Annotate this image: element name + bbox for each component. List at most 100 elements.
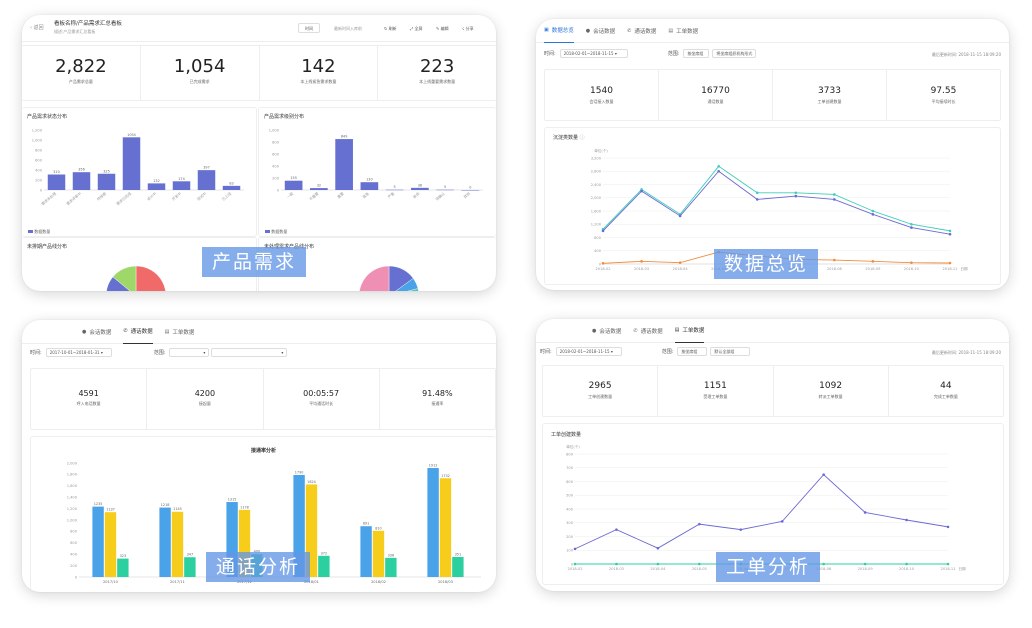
pie-slice <box>407 288 419 291</box>
scope-select[interactable]: 按坐席组 <box>677 347 708 356</box>
kpi-label: 工单创建数量 <box>817 99 842 104</box>
bar <box>360 526 372 577</box>
time-filter-label: 时间: <box>30 350 42 356</box>
chevron-down-icon: ▾ <box>281 350 284 355</box>
y-tick-label: 1,600 <box>67 484 78 488</box>
y-tick-label: 400 <box>35 168 43 172</box>
y-tick-label: 0 <box>571 562 574 566</box>
caption-label: 工单分析 <box>716 552 821 582</box>
data-point <box>678 214 682 218</box>
x-tick-label: 2018-08 <box>816 567 832 571</box>
tab-label: 数据总览 <box>551 28 574 34</box>
time-filter-label: 时间: <box>544 51 556 57</box>
group-select[interactable]: ▾ <box>211 348 288 357</box>
tab-chat[interactable]: ● 会话数据 <box>82 320 111 344</box>
tab-calls[interactable]: ✆ 通话数据 <box>123 320 153 344</box>
kpi-value: 97.55 <box>930 86 957 96</box>
dashboard-subtitle: 描述:产品需求汇总看板 <box>54 29 96 34</box>
data-label: 325 <box>103 169 109 173</box>
tab-calls[interactable]: ✆ 通话数据 <box>633 319 662 343</box>
data-overview-panel: ▣ 数据总览 ● 会话数据 ✆ 通话数据 ▤ 工单数据 时间: 2018-02-01~2… <box>536 19 1009 290</box>
status-chart-panel: 产品需求状态分布 0 200 400 600 800 1,000 1,200 310 需求未处理… <box>22 107 257 237</box>
data-point <box>615 562 618 566</box>
time-button[interactable]: 时间 <box>298 23 320 33</box>
data-point <box>948 229 952 233</box>
x-tick-label: 设计中 <box>146 191 158 202</box>
chat-icon: ● <box>585 27 591 34</box>
tab-bar: ● 会话数据 ✆ 通话数据 ▤ 工单数据 <box>22 320 496 344</box>
bar <box>439 478 452 577</box>
data-point <box>678 261 682 264</box>
tab-overview[interactable]: ▣ 数据总览 <box>544 19 574 43</box>
pie-slice <box>112 265 137 291</box>
x-tick-label: 2018-09 <box>865 267 881 271</box>
fullscreen-button[interactable]: ⤢ 全屏 <box>410 26 422 32</box>
y-tick-label: 700 <box>566 466 574 470</box>
tab-chat[interactable]: ● 会话数据 <box>586 19 615 43</box>
data-label: 372 <box>321 551 327 555</box>
date-range-picker[interactable]: 2017-10-01~2018-01-31 ▾ <box>45 348 112 357</box>
kpi-card: 4200 接起量 <box>147 369 264 429</box>
data-label: 36 <box>418 183 422 187</box>
tab-tickets[interactable]: ▤ 工单数据 <box>674 319 705 343</box>
chat-icon: ● <box>82 328 87 335</box>
kpi-card: 142 本上线紧急需求数量 <box>260 46 379 100</box>
bar <box>171 511 184 577</box>
data-point <box>871 213 875 216</box>
scope-select[interactable]: ▾ <box>169 348 210 357</box>
data-point <box>794 191 798 195</box>
data-label: 1137 <box>106 508 115 512</box>
group-select[interactable]: 默认全部组 <box>710 347 751 356</box>
bar <box>97 173 116 190</box>
chevron-down-icon: ▾ <box>203 350 206 355</box>
y-tick-label: 200 <box>566 535 574 539</box>
tab-calls[interactable]: ✆ 通话数据 <box>627 19 656 43</box>
x-tick-label: 2018-05 <box>692 567 707 571</box>
scope-select[interactable]: 按坐席组 <box>683 49 710 58</box>
data-label: 336 <box>388 553 394 557</box>
data-label: 1178 <box>240 505 249 509</box>
tab-tickets[interactable]: ▤ 工单数据 <box>668 19 698 43</box>
group-select[interactable]: 将坐席组织机构形式 <box>712 49 757 58</box>
bar <box>197 170 216 190</box>
tab-label: 会话数据 <box>89 329 112 336</box>
y-tick-label: 500 <box>566 494 574 498</box>
x-tick-label: 紧急 <box>361 191 370 200</box>
share-label: 分享 <box>465 26 474 31</box>
date-range-picker[interactable]: 2018-02-01~2018-11-15 ▾ <box>555 347 622 356</box>
x-tick-label: 2017/10 <box>103 580 119 584</box>
bar <box>238 509 251 577</box>
date-range-picker[interactable]: 2018-02-01~2018-11-15 ▾ <box>559 49 628 58</box>
data-label: 174 <box>178 177 184 181</box>
data-point <box>905 562 908 566</box>
y-tick-label: 3,200 <box>591 156 602 160</box>
x-tick-label: 待排期 <box>96 191 108 202</box>
info-icon: ⓘ <box>579 135 585 141</box>
kpi-label: 工单创建数量 <box>588 394 613 399</box>
back-label: 返回 <box>33 25 44 31</box>
chart-title: 未排期产品线分布 <box>27 244 68 250</box>
tab-tickets[interactable]: ▤ 工单数据 <box>165 320 195 344</box>
back-button[interactable]: ‹ 返回 <box>30 25 44 31</box>
phone-icon: ✆ <box>633 327 638 334</box>
tab-label: 会话数据 <box>599 328 622 335</box>
trend-line-chart: 0 400 800 1,200 1,600 2,000 2,400 2,800 3,200 单位(… <box>591 148 968 271</box>
tab-chat[interactable]: ● 会话数据 <box>592 319 621 343</box>
data-point <box>656 546 660 550</box>
share-button[interactable]: ☇ 分享 <box>462 26 474 32</box>
data-point <box>601 229 605 233</box>
y-tick-label: 0 <box>40 188 43 192</box>
bar <box>47 174 66 190</box>
scope-filter-label: 范围: <box>153 350 166 356</box>
y-tick-label: 800 <box>566 452 574 456</box>
bar <box>284 180 303 190</box>
y-tick-label: 0 <box>75 575 78 579</box>
answer-rate-chart-panel: 接通率分析 0 200 400 600 800 1,000 1,200 1,400 1,600 1… <box>30 436 496 592</box>
y-tick-label: 2,000 <box>67 461 78 465</box>
edit-button[interactable]: ✎ 编辑 <box>436 26 449 32</box>
filter-bar: 时间: 2018-02-01~2018-11-15 ▾ 范围: 按坐席组 将坐席… <box>544 49 757 58</box>
bar <box>411 187 429 190</box>
refresh-button[interactable]: ↻ 刷新 <box>384 26 397 32</box>
x-tick-label: 2018-02 <box>567 567 582 571</box>
y-tick-label: 1,600 <box>591 209 602 213</box>
